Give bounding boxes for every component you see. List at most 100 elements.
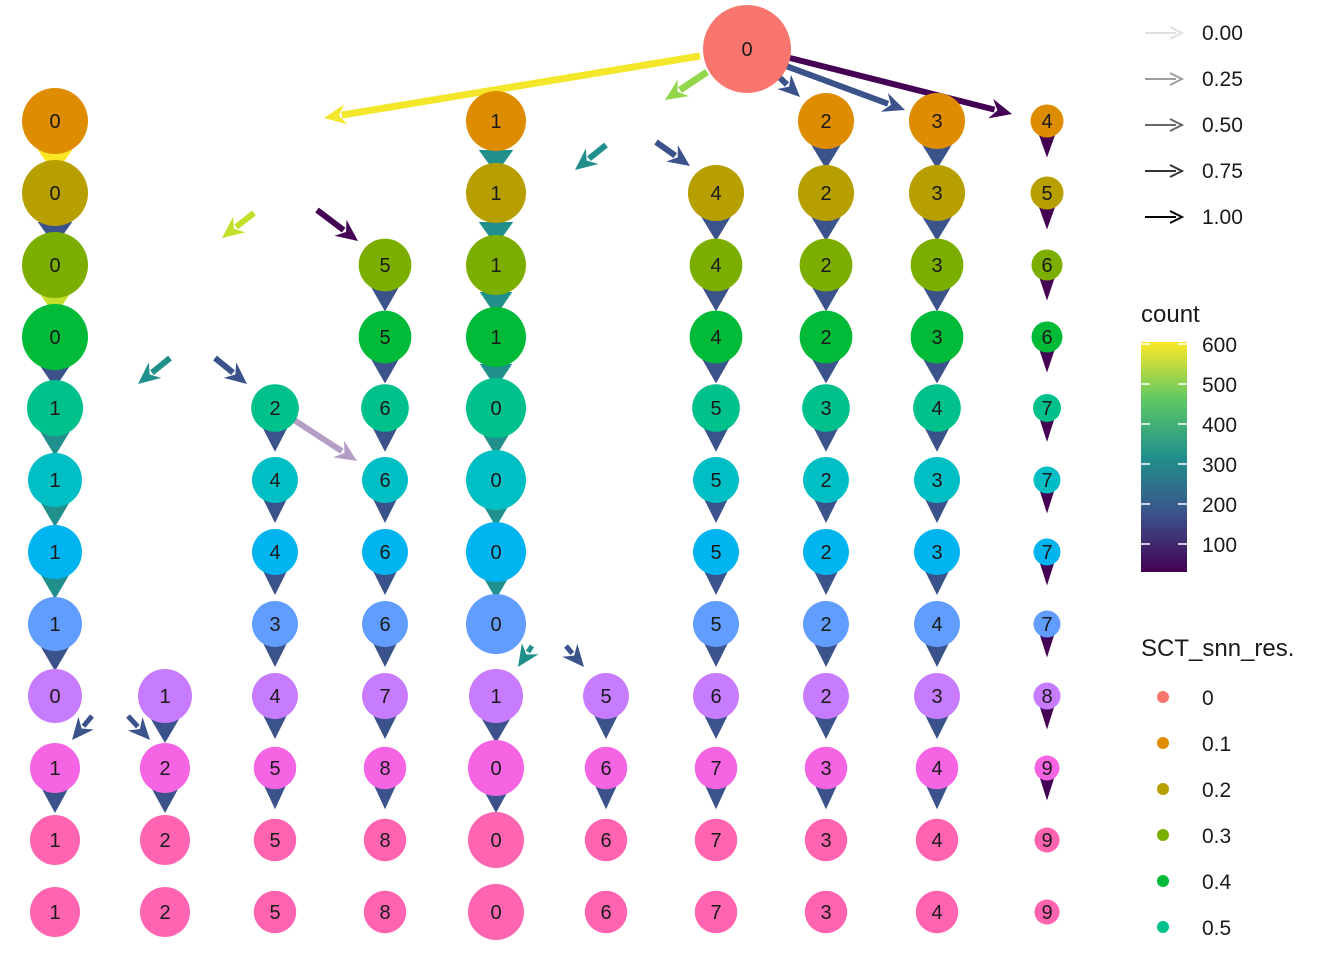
- cluster-node: 4: [915, 818, 959, 862]
- edge-line: [654, 139, 678, 159]
- cluster-node: 4: [1030, 104, 1064, 138]
- cluster-label: 6: [379, 542, 390, 564]
- connector-arrow: [373, 714, 397, 739]
- cluster-node: 9: [1034, 827, 1060, 853]
- prop-legend-item: 0.25: [1145, 68, 1243, 91]
- cluster-label: 1: [49, 830, 60, 852]
- cluster-circle: [1034, 755, 1060, 781]
- cluster-node: 1: [469, 669, 523, 723]
- connector-arrow: [703, 427, 729, 452]
- cluster-circle: [1033, 538, 1061, 566]
- cluster-label: 4: [931, 902, 942, 924]
- connector-arrow: [1039, 633, 1055, 658]
- prop-legend-item: 1.00: [1145, 206, 1243, 229]
- resolution-legend-item: 0: [1157, 687, 1214, 710]
- cluster-label: 4: [710, 255, 721, 277]
- cluster-circle: [693, 457, 739, 503]
- cluster-node: 3: [914, 673, 960, 719]
- cluster-node: 2: [803, 673, 849, 719]
- cluster-node: 0: [22, 232, 88, 298]
- cluster-node: 5: [253, 818, 297, 862]
- resolution-label: 0.5: [1202, 917, 1231, 940]
- count-tick-label: 200: [1202, 494, 1237, 517]
- proportion-legend: 0.00 0.25 0.50 0.75 1.00: [1145, 22, 1243, 229]
- resolution-legend-item: 0.5: [1157, 917, 1231, 940]
- legend-swatch: [1157, 829, 1169, 841]
- cluster-label: 1: [49, 398, 60, 420]
- cluster-circle: [1033, 610, 1061, 638]
- cluster-label: 3: [931, 183, 942, 205]
- cluster-node: 3: [804, 890, 848, 934]
- prop-legend-item: 0.50: [1145, 114, 1243, 137]
- connector-arrow: [1038, 348, 1056, 373]
- resolution-legend-item: 0.2: [1157, 779, 1231, 802]
- connector-arrow: [814, 642, 838, 667]
- cluster-node: 5: [358, 238, 412, 292]
- cluster-circle: [803, 529, 849, 575]
- cluster-circle: [797, 92, 855, 150]
- cluster-label: 6: [379, 614, 390, 636]
- cluster-node: 3: [914, 529, 960, 575]
- cluster-label: 4: [269, 686, 280, 708]
- cluster-label: 5: [269, 758, 280, 780]
- cluster-node: 8: [1033, 682, 1061, 710]
- connector-arrow: [704, 714, 728, 739]
- tree-edge: [72, 714, 94, 740]
- cluster-node: 5: [692, 384, 740, 432]
- cluster-node: 3: [252, 601, 298, 647]
- edge-arrowhead: [777, 74, 800, 97]
- cluster-circle: [584, 746, 628, 790]
- cluster-label: 1: [490, 686, 501, 708]
- cluster-label: 5: [1041, 183, 1052, 205]
- cluster-circle: [915, 746, 959, 790]
- cluster-label: 4: [931, 614, 942, 636]
- cluster-node: 7: [1033, 394, 1061, 422]
- cluster-node: 1: [466, 163, 526, 223]
- cluster-circle: [140, 887, 190, 937]
- cluster-node: 6: [362, 601, 408, 647]
- cluster-label: 1: [490, 183, 501, 205]
- cluster-circle: [361, 384, 409, 432]
- connector-arrow: [814, 785, 838, 810]
- cluster-node: 2: [797, 164, 855, 222]
- cluster-label: 1: [49, 614, 60, 636]
- cluster-label: 1: [490, 255, 501, 277]
- cluster-circle: [140, 815, 190, 865]
- cluster-node: 5: [253, 746, 297, 790]
- cluster-circle: [914, 457, 960, 503]
- cluster-node: 6: [1031, 249, 1063, 281]
- edge-line: [341, 52, 701, 119]
- edge-arrowhead: [324, 104, 348, 125]
- cluster-label: 5: [710, 470, 721, 492]
- connector-arrow: [704, 642, 728, 667]
- edge-line: [213, 355, 235, 375]
- cluster-circle: [804, 818, 848, 862]
- connector-arrow: [373, 785, 397, 810]
- cluster-node: 7: [1033, 538, 1061, 566]
- edge-arrowhead: [666, 145, 690, 166]
- cluster-node: 6: [584, 890, 628, 934]
- cluster-node: 0: [466, 594, 526, 654]
- resolution-legend-title: SCT_snn_res.: [1141, 635, 1294, 662]
- cluster-circle: [1033, 682, 1061, 710]
- edge-arrowhead: [333, 440, 357, 461]
- cluster-circle: [689, 310, 743, 364]
- cluster-label: 8: [1041, 686, 1052, 708]
- connector-arrow: [1039, 561, 1055, 586]
- cluster-label: 0: [49, 327, 60, 349]
- connector-arrow: [811, 217, 841, 242]
- cluster-label: 0: [49, 111, 60, 133]
- cluster-circle: [466, 378, 526, 438]
- cluster-circle: [693, 673, 739, 719]
- edge-line: [564, 644, 575, 655]
- connector-arrow: [1039, 776, 1055, 801]
- cluster-label: 6: [600, 830, 611, 852]
- cluster-label: 3: [820, 398, 831, 420]
- cluster-node: 3: [908, 164, 966, 222]
- cluster-circle: [910, 238, 964, 292]
- cluster-circle: [253, 818, 297, 862]
- prop-label: 0.25: [1202, 68, 1243, 91]
- connector-arrow: [479, 364, 513, 388]
- count-tick-label: 400: [1202, 414, 1237, 437]
